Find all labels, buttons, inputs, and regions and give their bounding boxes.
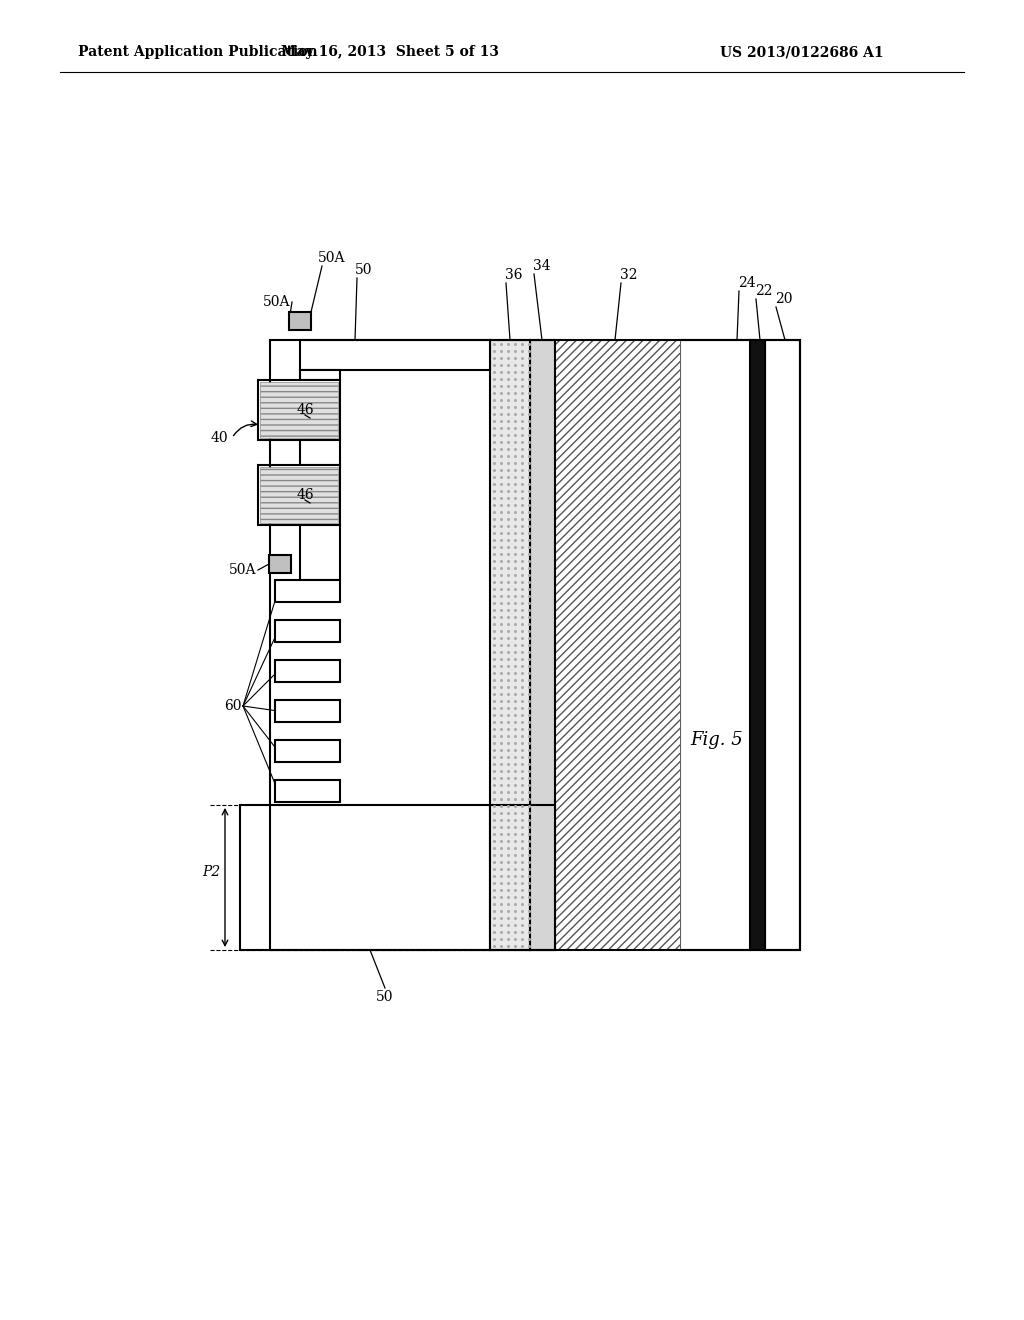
Bar bbox=[275, 620, 340, 642]
Bar bbox=[275, 660, 340, 682]
Text: Fig. 5: Fig. 5 bbox=[690, 731, 742, 748]
Bar bbox=[765, 341, 800, 950]
Text: 34: 34 bbox=[534, 259, 551, 273]
Bar bbox=[530, 805, 555, 950]
Bar bbox=[300, 370, 340, 380]
Bar bbox=[275, 579, 340, 602]
Text: 50: 50 bbox=[376, 990, 394, 1005]
Text: 50A: 50A bbox=[228, 564, 256, 577]
Bar bbox=[300, 525, 340, 579]
Text: 36: 36 bbox=[505, 268, 522, 282]
Bar bbox=[289, 312, 311, 330]
Text: 46: 46 bbox=[296, 403, 313, 417]
Bar bbox=[270, 341, 800, 950]
Text: 50A: 50A bbox=[318, 251, 345, 265]
Bar bbox=[275, 780, 340, 803]
Bar bbox=[275, 741, 340, 762]
Bar bbox=[555, 341, 680, 950]
Bar bbox=[258, 380, 340, 440]
Text: 40: 40 bbox=[210, 432, 228, 445]
Bar bbox=[750, 341, 765, 950]
Bar bbox=[269, 554, 291, 573]
Text: P2: P2 bbox=[202, 866, 220, 879]
Text: 22: 22 bbox=[755, 284, 772, 298]
Bar bbox=[300, 341, 490, 370]
Text: May 16, 2013  Sheet 5 of 13: May 16, 2013 Sheet 5 of 13 bbox=[281, 45, 499, 59]
Text: US 2013/0122686 A1: US 2013/0122686 A1 bbox=[720, 45, 884, 59]
Bar bbox=[490, 805, 530, 950]
Bar bbox=[240, 805, 490, 950]
Bar bbox=[680, 341, 750, 950]
Bar bbox=[260, 467, 338, 523]
Text: 46: 46 bbox=[296, 488, 313, 502]
Text: 24: 24 bbox=[738, 276, 756, 290]
Text: 60: 60 bbox=[224, 700, 242, 713]
Bar bbox=[300, 440, 340, 465]
Text: 20: 20 bbox=[775, 292, 793, 306]
Text: 32: 32 bbox=[620, 268, 638, 282]
Text: Patent Application Publication: Patent Application Publication bbox=[78, 45, 317, 59]
Bar bbox=[260, 381, 338, 438]
Bar bbox=[490, 341, 530, 950]
Bar bbox=[270, 341, 800, 950]
Bar bbox=[530, 341, 555, 950]
Bar bbox=[258, 465, 340, 525]
Text: 50: 50 bbox=[355, 263, 373, 277]
Bar bbox=[275, 700, 340, 722]
Text: 50A: 50A bbox=[262, 294, 290, 309]
